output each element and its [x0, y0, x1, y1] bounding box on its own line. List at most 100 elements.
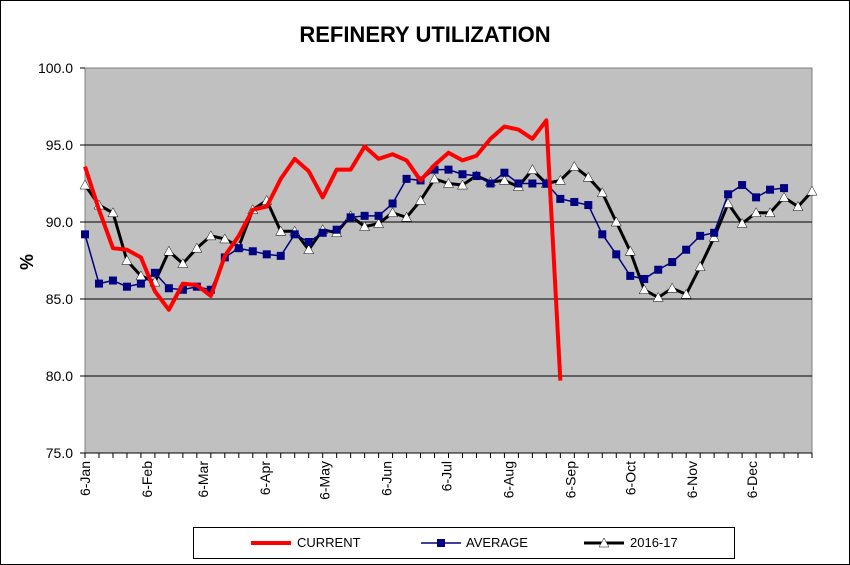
average-point: [290, 230, 299, 239]
average-point: [458, 170, 467, 179]
point-2016-17: [568, 161, 580, 171]
average-point: [598, 230, 607, 239]
point-2016-17: [792, 201, 804, 211]
average-point: [556, 194, 565, 203]
average-point: [234, 244, 243, 253]
point-2016-17: [666, 282, 678, 293]
x-tick-label: 6-Apr: [257, 461, 273, 496]
average-point: [318, 228, 327, 237]
point-2016-17: [219, 233, 231, 244]
point-2016-17: [191, 242, 203, 253]
legend-marker-average: [437, 539, 445, 547]
y-tick-label: 80.0: [46, 368, 73, 384]
x-tick-label: 6-Sep: [562, 461, 578, 499]
average-point: [122, 282, 131, 291]
point-2016-17: [596, 187, 608, 197]
average-point: [584, 201, 593, 210]
average-point: [668, 258, 677, 267]
average-point: [248, 247, 257, 256]
legend-label-2016-17: 2016-17: [630, 535, 678, 550]
average-point: [766, 185, 775, 194]
point-2016-17: [526, 164, 538, 174]
point-2016-17: [624, 245, 636, 256]
legend-label-average: AVERAGE: [466, 535, 528, 550]
point-2016-17: [163, 245, 175, 256]
point-2016-17: [457, 179, 468, 190]
point-2016-17: [610, 216, 622, 227]
average-point: [178, 285, 187, 294]
point-2016-17: [429, 173, 440, 184]
y-tick-label: 75.0: [46, 445, 73, 461]
average-point: [444, 165, 453, 174]
point-2016-17: [107, 207, 119, 218]
average-point: [486, 179, 495, 188]
average-point: [402, 174, 411, 183]
average-point: [360, 211, 369, 220]
x-tick-label: 6-Aug: [500, 461, 516, 498]
y-tick-label: 100.0: [38, 60, 73, 76]
point-2016-17: [205, 230, 217, 241]
x-tick-label: 6-Oct: [622, 461, 638, 495]
average-point: [150, 268, 159, 277]
legend-marker-2016-17: [598, 537, 610, 548]
average-point: [430, 165, 439, 174]
average-point: [696, 231, 705, 240]
average-point: [304, 238, 313, 247]
average-point: [276, 251, 285, 260]
point-2016-17: [373, 218, 385, 228]
point-2016-17: [79, 179, 91, 190]
average-point: [724, 190, 733, 199]
y-tick-label: 95.0: [46, 137, 73, 153]
point-2016-17: [778, 191, 790, 202]
point-2016-17: [359, 221, 371, 231]
point-2016-17: [680, 288, 692, 299]
x-tick-label: 6-Jul: [439, 461, 455, 491]
average-point: [640, 274, 649, 283]
average-point: [514, 179, 523, 188]
average-point: [332, 225, 341, 234]
average-point: [346, 213, 355, 222]
point-2016-17: [554, 174, 566, 185]
legend: CURRENT AVERAGE 2016-17: [193, 527, 735, 559]
average-point: [752, 193, 761, 202]
point-2016-17: [443, 177, 454, 188]
average-point: [542, 179, 551, 188]
average-point: [612, 250, 621, 259]
point-2016-17: [401, 211, 412, 222]
average-point: [626, 271, 635, 280]
average-point: [108, 276, 117, 285]
x-tick-label: 6-Dec: [744, 461, 760, 498]
point-2016-17: [764, 207, 776, 218]
average-point: [570, 197, 579, 206]
average-point: [780, 184, 789, 193]
average-point: [500, 168, 509, 177]
point-2016-17: [708, 231, 720, 242]
average-point: [136, 279, 145, 288]
chart-title: REFINERY UTILIZATION: [299, 22, 551, 47]
series-line-current: [83, 118, 563, 381]
average-point: [682, 245, 691, 254]
average-point: [654, 265, 663, 274]
point-2016-17: [736, 218, 748, 228]
point-2016-17: [582, 171, 594, 182]
point-2016-17: [415, 194, 426, 205]
point-2016-17: [694, 261, 706, 271]
point-2016-17: [498, 174, 510, 185]
average-point: [710, 228, 719, 237]
average-point: [206, 285, 215, 294]
y-axis-label: %: [17, 254, 37, 270]
point-2016-17: [806, 185, 818, 196]
point-2016-17: [121, 254, 133, 265]
x-tick-label: 6-Nov: [684, 461, 700, 498]
average-point: [81, 230, 89, 239]
x-tick-label: 6-Jun: [379, 461, 395, 496]
legend-label-current: CURRENT: [297, 535, 361, 550]
average-point: [388, 199, 397, 208]
plot-area: [84, 67, 813, 454]
y-tick-label: 85.0: [46, 291, 73, 307]
point-2016-17: [652, 291, 664, 302]
point-2016-17: [177, 258, 189, 268]
x-tick-label: 6-May: [317, 461, 333, 500]
x-tick-label: 6-Feb: [139, 461, 155, 498]
